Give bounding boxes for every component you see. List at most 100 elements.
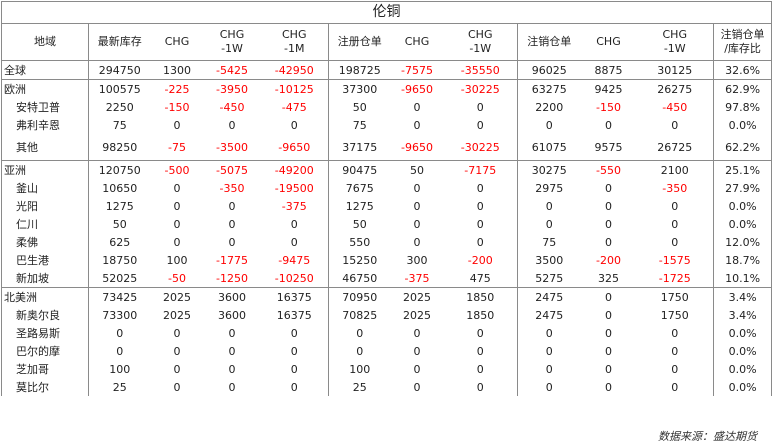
value-cell: 0 [545, 380, 553, 394]
value-cell: 0 [545, 326, 553, 340]
header-cancelled-chg-1w: CHG -1W [636, 23, 714, 61]
value-cell: 0 [260, 342, 329, 360]
value-cell: -1250 [216, 271, 248, 285]
value-cell: -150 [596, 100, 621, 114]
value-cell: 0 [228, 235, 236, 249]
value-cell: 1275 [105, 199, 134, 213]
value-cell: 0 [260, 233, 329, 251]
table-row: 北美洲 73425 2025 3600 16375 70950 2025 1850 2475 0 1… [1, 287, 773, 306]
value-cell: 475 [443, 269, 518, 288]
value-cell: 50 [352, 100, 367, 114]
region-cell: 圣路易斯 [1, 324, 89, 342]
table-row: 新奥尔良 73300 2025 3600 16375 70825 2025 1850 2475 0… [1, 306, 773, 324]
value-cell: -375 [260, 197, 329, 215]
value-cell: 0 [173, 118, 181, 132]
value-cell: 73300 [102, 308, 138, 322]
header-cancelled-chg: CHG [580, 23, 637, 61]
value-cell: -9650 [390, 79, 444, 98]
value-cell: 15250 [342, 253, 378, 267]
value-cell: 0 [413, 181, 421, 195]
region-cell: 其他 [1, 134, 89, 161]
table-row: 柔佛 625 0 0 0 550 0 0 75 0 0 12.0% [1, 233, 773, 251]
value-cell: 0 [260, 215, 329, 233]
region-cell: 全球 [1, 60, 89, 80]
value-cell: 0 [228, 380, 236, 394]
value-cell: 0 [545, 362, 553, 376]
value-cell: 0 [605, 380, 612, 394]
value-cell: 52025 [102, 271, 138, 285]
table-row: 新加坡 52025 -50 -1250 -10250 46750 -375 475 5275 32… [1, 269, 773, 288]
value-cell: -7175 [443, 160, 518, 179]
value-cell: 2475 [535, 308, 564, 322]
value-cell: 3500 [535, 253, 564, 267]
region-cell: 巴生港 [1, 251, 89, 269]
value-cell: 25 [112, 380, 127, 394]
value-cell: 2250 [105, 100, 134, 114]
value-cell: 0 [605, 181, 612, 195]
region-cell: 光阳 [1, 197, 89, 215]
value-cell: -9650 [401, 140, 433, 154]
value-cell: 0 [413, 380, 421, 394]
value-cell: 75 [112, 118, 127, 132]
value-cell: 0 [545, 344, 553, 358]
value-cell: 625 [109, 235, 131, 249]
value-cell: -30225 [443, 79, 518, 98]
value-cell: 0 [116, 344, 124, 358]
value-cell: 7675 [345, 181, 374, 195]
table-row: 其他 98250 -75 -3500 -9650 37175 -9650 -30225 6107… [1, 134, 773, 161]
value-cell: -450 [219, 100, 245, 114]
value-cell: -550 [580, 160, 637, 179]
value-cell: 0.0% [713, 360, 773, 378]
value-cell: 18750 [102, 253, 138, 267]
value-cell: 0 [173, 235, 181, 249]
value-cell: 100 [166, 253, 188, 267]
value-cell: -3500 [216, 140, 248, 154]
value-cell: -375 [404, 271, 430, 285]
value-cell: 0 [173, 380, 181, 394]
value-cell: -475 [260, 98, 329, 116]
value-cell: 0 [443, 378, 518, 396]
value-cell: 10650 [102, 181, 138, 195]
value-cell: 32.6% [713, 60, 773, 80]
value-cell: 0 [413, 326, 421, 340]
value-cell: 50 [112, 217, 127, 231]
value-cell: 2025 [403, 308, 431, 322]
region-cell: 巴尔的摩 [1, 342, 89, 360]
value-cell: 46750 [342, 271, 378, 285]
value-cell: 0 [443, 342, 518, 360]
value-cell: 10.1% [713, 269, 773, 288]
value-cell: 16375 [260, 306, 329, 324]
value-cell: 73425 [88, 287, 151, 306]
value-cell: 100575 [88, 79, 151, 98]
value-cell: 294750 [98, 63, 141, 77]
value-cell: 98250 [102, 140, 138, 154]
value-cell: 0 [580, 287, 637, 306]
region-cell: 莫比尔 [1, 378, 89, 396]
value-cell: -350 [636, 179, 714, 197]
value-cell: -1575 [636, 251, 714, 269]
value-cell: 325 [598, 271, 619, 285]
value-cell: 62.9% [713, 79, 773, 98]
value-cell: 198725 [338, 63, 381, 77]
value-cell: 37300 [328, 79, 391, 98]
value-cell: 0 [443, 233, 518, 251]
value-cell: 0 [636, 197, 714, 215]
value-cell: 0 [173, 344, 181, 358]
value-cell: 8875 [594, 63, 623, 77]
value-cell: -450 [636, 98, 714, 116]
table-row: 圣路易斯 0 0 0 0 0 0 0 0 0 0 0.0% [1, 324, 773, 342]
value-cell: 0 [636, 324, 714, 342]
region-cell: 新加坡 [1, 269, 89, 288]
value-cell: 0 [605, 199, 612, 213]
value-cell: 0 [443, 324, 518, 342]
table-row: 釜山 10650 0 -350 -19500 7675 0 0 2975 0 -350 27.9% [1, 179, 773, 197]
value-cell: 100 [109, 362, 131, 376]
value-cell: 1300 [163, 63, 191, 77]
value-cell: 75 [352, 118, 367, 132]
value-cell: 2025 [150, 287, 204, 306]
value-cell: 26725 [636, 134, 714, 161]
header-registered-warrants: 注册仓单 [328, 23, 391, 61]
value-cell: 550 [349, 235, 371, 249]
value-cell: 18.7% [713, 251, 773, 269]
table-row: 弗利辛恩 75 0 0 0 75 0 0 0 0 0 0.0% [1, 116, 773, 134]
